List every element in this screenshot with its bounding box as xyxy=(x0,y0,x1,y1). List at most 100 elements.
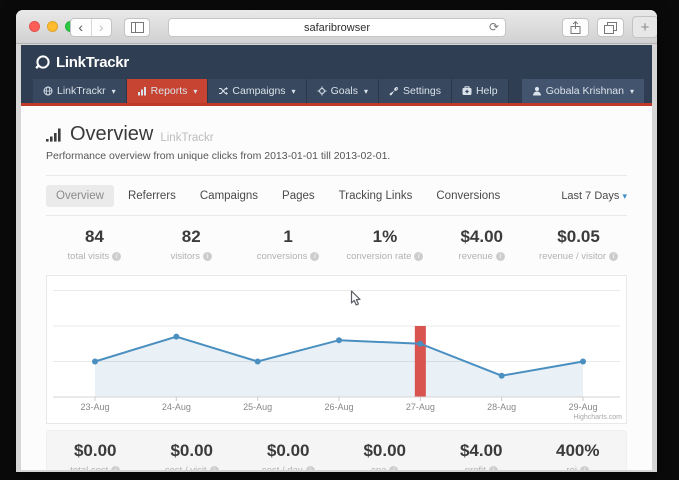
x-axis-label: 26-Aug xyxy=(324,402,353,412)
tab-overview[interactable]: Overview xyxy=(46,185,114,207)
info-icon[interactable]: i xyxy=(414,252,423,261)
stat-roi: 400%roii xyxy=(530,441,627,470)
tab-campaigns[interactable]: Campaigns xyxy=(190,185,268,207)
tab-pages[interactable]: Pages xyxy=(272,185,325,207)
header-accent-line xyxy=(21,103,652,106)
stat-value: $4.00 xyxy=(433,227,530,247)
close-window-button[interactable] xyxy=(29,21,40,32)
data-point[interactable] xyxy=(499,373,505,379)
nav-item-help[interactable]: Help xyxy=(452,79,509,103)
reload-icon[interactable]: ⟳ xyxy=(489,20,499,34)
nav-item-settings[interactable]: Settings xyxy=(379,79,452,103)
stat-label: cost / dayi xyxy=(240,465,337,470)
info-icon[interactable]: i xyxy=(496,252,505,261)
tab-tracking-links[interactable]: Tracking Links xyxy=(329,185,423,207)
data-point[interactable] xyxy=(255,359,261,365)
stat-label: revenue / visitori xyxy=(530,251,627,262)
report-tabs: OverviewReferrersCampaignsPagesTracking … xyxy=(46,185,627,207)
top-stats-row: 84total visitsi82visitorsi1conversionsi1… xyxy=(46,227,627,262)
visits-line-chart: 23-Aug24-Aug25-Aug26-Aug27-Aug28-Aug29-A… xyxy=(47,276,626,423)
forward-button[interactable]: › xyxy=(91,19,112,36)
info-icon[interactable]: i xyxy=(203,252,212,261)
medkit-icon xyxy=(462,86,472,96)
chevron-down-icon: ▾ xyxy=(112,87,116,96)
info-icon[interactable]: i xyxy=(112,252,121,261)
bottom-stats-row: $0.00total costi$0.00cost / visiti$0.00c… xyxy=(47,441,626,470)
window-controls xyxy=(29,21,76,32)
page-title: Overview xyxy=(70,123,153,146)
site-header: LinkTrackr LinkTrackr ▾ Reports ▾ Campaigns▾… xyxy=(21,45,652,103)
info-icon[interactable]: i xyxy=(111,466,120,470)
date-range-selector[interactable]: Last 7 Days ▾ xyxy=(561,190,627,202)
bar-chart-icon xyxy=(137,86,147,96)
stat-value: $0.00 xyxy=(47,441,144,461)
stat-value: $0.05 xyxy=(530,227,627,247)
info-icon[interactable]: i xyxy=(489,466,498,470)
tab-referrers[interactable]: Referrers xyxy=(118,185,186,207)
new-tab-button[interactable]: + xyxy=(632,16,657,38)
chart-credit[interactable]: Highcharts.com xyxy=(573,414,622,421)
address-bar-text: safaribrowser xyxy=(304,22,370,34)
info-icon[interactable]: i xyxy=(580,466,589,470)
nav-item-label: LinkTrackr xyxy=(57,85,106,97)
sidebar-icon xyxy=(131,22,144,33)
info-icon[interactable]: i xyxy=(609,252,618,261)
share-button[interactable] xyxy=(562,18,589,37)
page-subtitle: Performance overview from unique clicks … xyxy=(46,150,627,162)
stat-conversion-rate: 1%conversion ratei xyxy=(336,227,433,262)
web-page: LinkTrackr LinkTrackr▾Reports▾Campaigns▾… xyxy=(21,45,652,470)
nav-item-label: Campaigns xyxy=(232,85,285,97)
stat-label: cost / visiti xyxy=(144,465,241,470)
stat-label: conversion ratei xyxy=(336,251,433,262)
brand-wordmark: LinkTrackr xyxy=(56,54,129,71)
chevron-down-icon: ▾ xyxy=(193,87,197,96)
user-icon xyxy=(532,86,542,96)
highlight-column[interactable] xyxy=(415,326,426,397)
stat-value: 400% xyxy=(530,441,627,461)
data-point[interactable] xyxy=(580,359,586,365)
info-icon[interactable]: i xyxy=(310,252,319,261)
stat-cost-visit: $0.00cost / visiti xyxy=(144,441,241,470)
info-icon[interactable]: i xyxy=(306,466,315,470)
linktrackr-logo-icon xyxy=(34,54,51,71)
brand-logo-row[interactable]: LinkTrackr xyxy=(21,45,652,79)
data-point[interactable] xyxy=(92,359,98,365)
nav-item-campaigns[interactable]: Campaigns▾ xyxy=(208,79,306,103)
stat-value: $0.00 xyxy=(240,441,337,461)
back-button[interactable]: ‹ xyxy=(71,19,91,36)
sidebar-toggle-button[interactable] xyxy=(124,18,150,37)
stat-value: $0.00 xyxy=(337,441,434,461)
chevron-down-icon: ▾ xyxy=(622,191,627,201)
info-icon[interactable]: i xyxy=(210,466,219,470)
data-point[interactable] xyxy=(417,341,423,347)
info-icon[interactable]: i xyxy=(389,466,398,470)
x-axis-label: 27-Aug xyxy=(406,402,435,412)
minimize-window-button[interactable] xyxy=(47,21,58,32)
user-menu[interactable]: Gobala Krishnan▾ xyxy=(522,79,644,103)
divider xyxy=(46,215,627,216)
data-point[interactable] xyxy=(173,334,179,340)
nav-item-goals[interactable]: Goals▾ xyxy=(307,79,379,103)
stat-cost-day: $0.00 cost / dayi xyxy=(240,441,337,470)
tab-conversions[interactable]: Conversions xyxy=(426,185,510,207)
x-axis-label: 29-Aug xyxy=(568,402,597,412)
address-bar[interactable]: safaribrowser ⟳ xyxy=(168,18,506,37)
stat-total-visits: 84 total visitsi xyxy=(46,227,143,262)
stat-value: 82 xyxy=(143,227,240,247)
shuffle-icon xyxy=(218,86,228,96)
nav-item-reports[interactable]: Reports ▾ xyxy=(127,79,209,103)
share-icon xyxy=(570,21,581,34)
x-axis-label: 24-Aug xyxy=(162,402,191,412)
area-fill xyxy=(95,337,583,397)
stat-total-cost: $0.00total costi xyxy=(47,441,144,470)
show-tabs-button[interactable] xyxy=(597,18,624,37)
visits-chart-panel[interactable]: 23-Aug24-Aug25-Aug26-Aug27-Aug28-Aug29-A… xyxy=(46,275,627,424)
stat-value: 84 xyxy=(46,227,143,247)
browser-window: ‹ › safaribrowser ⟳ + LinkTrackr xyxy=(16,10,657,472)
nav-item-linktrackr[interactable]: LinkTrackr ▾ xyxy=(33,79,127,103)
nav-item-label: Reports xyxy=(151,85,188,97)
stat-label: revenuei xyxy=(433,251,530,262)
stat-label: total visitsi xyxy=(46,251,143,262)
data-point[interactable] xyxy=(336,337,342,343)
stat-value: $4.00 xyxy=(433,441,530,461)
